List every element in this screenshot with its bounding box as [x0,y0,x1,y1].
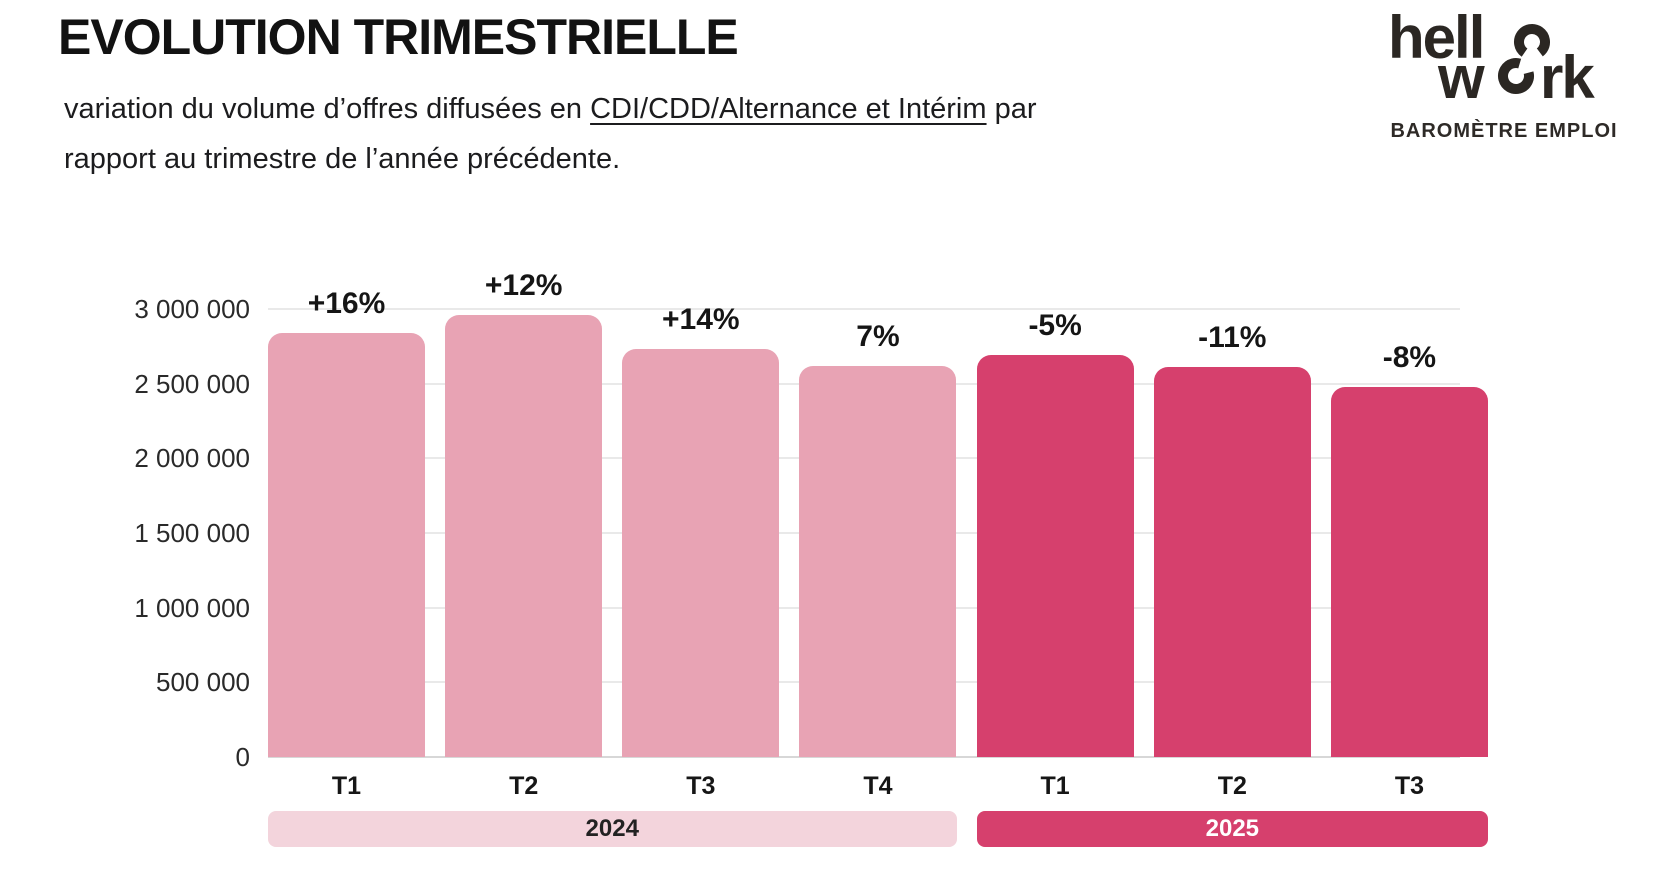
logo-o-ring-bottom [1498,58,1534,94]
y-tick-label: 1 000 000 [134,592,250,623]
logo-text-rk: rk [1540,44,1595,111]
x-tick-label: T2 [509,772,539,800]
hellowork-logo-mark: hell w rk [1388,4,1597,111]
bar-column: -5% T1 [976,309,1134,800]
chart-bars: +16% T1 +12% T2 +14% T3 7% T4 -5% T1 -11% T2 -8% T3 [268,269,1488,800]
bar [1153,367,1311,757]
x-tick-label: T4 [863,772,893,800]
year-band: 2025 [976,811,1488,847]
bar [445,315,603,757]
y-tick-label: 500 000 [156,667,250,698]
x-tick-label: T1 [331,772,362,800]
bar-column: +12% T2 [445,269,603,800]
bar [622,349,780,757]
bar [799,366,957,757]
y-tick-label: 0 [235,742,250,772]
bar-column: +16% T1 [268,287,425,800]
subtitle-underlined-contract-types: CDI/CDD/Alternance et Intérim [590,93,987,125]
logo-text-w: w [1437,44,1485,111]
bar [976,355,1134,757]
bar-value-label: -11% [1198,321,1267,354]
bar-value-label: +14% [662,303,740,336]
bar-column: -11% T2 [1153,309,1311,800]
subtitle-text-pre: variation du volume d’offres diffusées e… [64,93,591,125]
x-tick-label: T3 [686,772,716,800]
bar-value-label: -8% [1382,341,1437,374]
y-tick-label: 2 000 000 [134,443,250,474]
bar-value-label: +16% [307,287,386,320]
bar-value-label: 7% [856,320,900,353]
gridline [268,308,1460,310]
logo-o-ring-top [1514,24,1551,60]
gridline [268,756,1460,758]
x-tick-label: T3 [1394,772,1425,800]
logo-text-hell: hell [1388,4,1483,71]
hellowork-logo: hell w rk BAROMÈTRE EMPLOI [1386,4,1622,143]
bar-value-label: +12% [484,269,563,302]
logo-tagline: BAROMÈTRE EMPLOI [1390,120,1618,142]
page-title: EVOLUTION TRIMESTRIELLE [58,9,739,65]
bar-column: +14% T3 [622,303,780,800]
bar [1330,387,1488,757]
year-band: 2024 [268,811,957,847]
subtitle-text-post: par [986,93,1037,125]
y-tick-label: 3 000 000 [134,294,250,324]
bar-column: -8% T3 [1330,309,1488,800]
bar [268,333,425,757]
subtitle-line2: rapport au trimestre de l’année précéden… [64,143,621,175]
y-tick-label: 2 500 000 [134,368,250,399]
bar-value-label: -5% [1028,309,1082,342]
bar-column: 7% T4 [799,309,957,800]
page-subtitle: variation du volume d’offres diffusées e… [64,84,1037,184]
x-tick-label: T1 [1040,772,1070,800]
y-tick-label: 1 500 000 [134,518,250,548]
chart-year-bands: 2024 2025 [268,811,1488,847]
x-tick-label: T2 [1217,772,1247,800]
